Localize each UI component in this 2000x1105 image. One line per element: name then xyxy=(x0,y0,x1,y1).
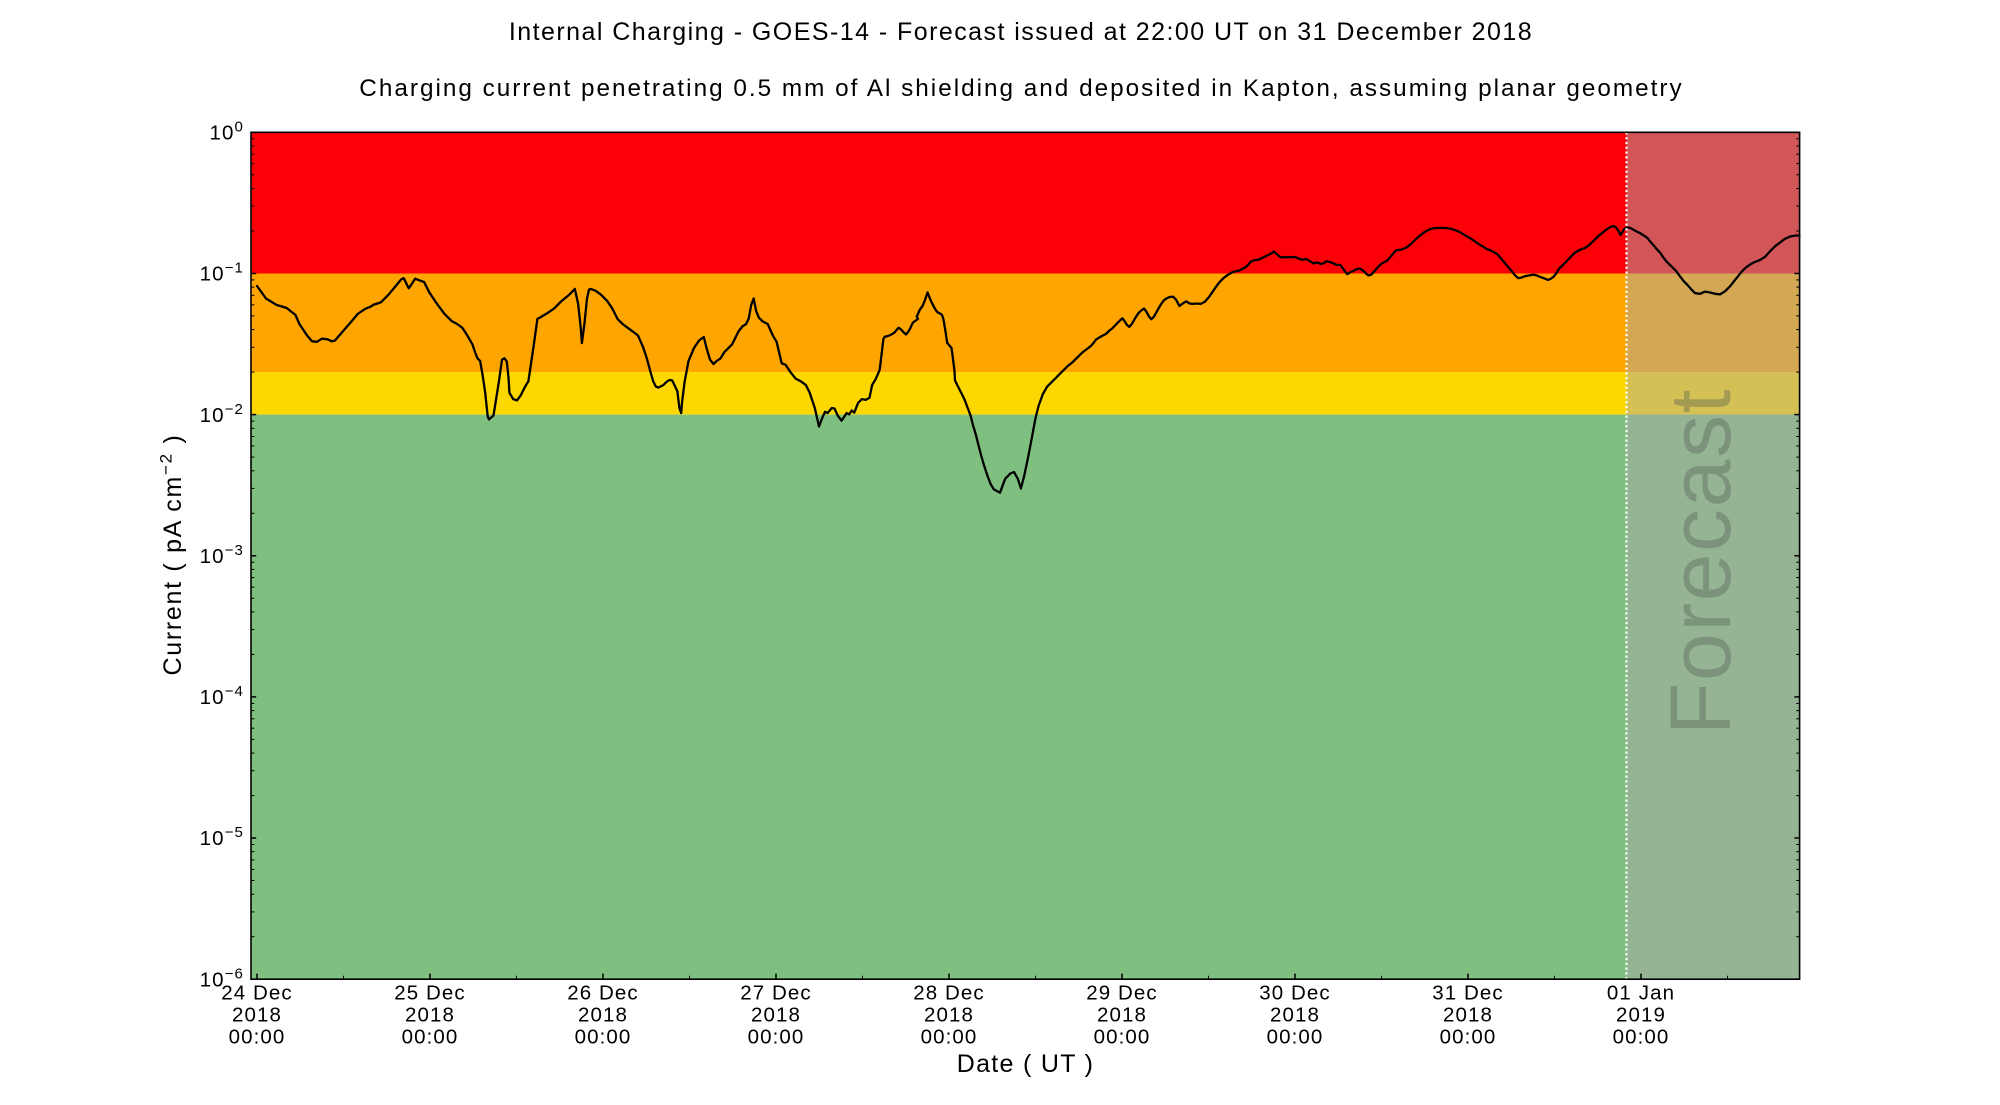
svg-text:31 Dec: 31 Dec xyxy=(1432,982,1504,1005)
svg-text:00:00: 00:00 xyxy=(229,1026,286,1049)
svg-text:2018: 2018 xyxy=(578,1004,628,1027)
svg-text:2019: 2019 xyxy=(1616,1004,1666,1027)
svg-text:00:00: 00:00 xyxy=(1613,1026,1670,1049)
svg-text:00:00: 00:00 xyxy=(402,1026,459,1049)
svg-text:2018: 2018 xyxy=(751,1004,801,1027)
svg-text:26 Dec: 26 Dec xyxy=(567,982,639,1005)
svg-text:01 Jan: 01 Jan xyxy=(1607,982,1675,1005)
svg-text:24 Dec: 24 Dec xyxy=(221,982,293,1005)
svg-text:2018: 2018 xyxy=(1097,1004,1147,1027)
svg-text:10−2: 10−2 xyxy=(200,401,244,427)
svg-text:Charging current penetrating 0: Charging current penetrating 0.5 mm of A… xyxy=(359,75,1683,102)
svg-text:2018: 2018 xyxy=(1270,1004,1320,1027)
svg-text:Date ( UT ): Date ( UT ) xyxy=(957,1050,1094,1078)
svg-text:00:00: 00:00 xyxy=(1094,1026,1151,1049)
svg-text:00:00: 00:00 xyxy=(575,1026,632,1049)
svg-text:2018: 2018 xyxy=(232,1004,282,1027)
svg-text:10−3: 10−3 xyxy=(200,542,244,568)
svg-text:00:00: 00:00 xyxy=(748,1026,805,1049)
svg-text:10−5: 10−5 xyxy=(200,824,244,850)
svg-text:Forecast: Forecast xyxy=(1653,388,1749,735)
svg-text:28 Dec: 28 Dec xyxy=(913,982,985,1005)
svg-text:Internal Charging - GOES-14 -: Internal Charging - GOES-14 - Forecast i… xyxy=(509,18,1533,46)
svg-text:00:00: 00:00 xyxy=(1267,1026,1324,1049)
svg-text:10−1: 10−1 xyxy=(200,260,244,286)
svg-text:27 Dec: 27 Dec xyxy=(740,982,812,1005)
svg-text:2018: 2018 xyxy=(405,1004,455,1027)
svg-text:25 Dec: 25 Dec xyxy=(394,982,466,1005)
svg-text:00:00: 00:00 xyxy=(1440,1026,1497,1049)
svg-text:29 Dec: 29 Dec xyxy=(1086,982,1158,1005)
svg-text:30 Dec: 30 Dec xyxy=(1259,982,1331,1005)
svg-text:00:00: 00:00 xyxy=(921,1026,978,1049)
svg-text:2018: 2018 xyxy=(1443,1004,1493,1027)
svg-text:2018: 2018 xyxy=(924,1004,974,1027)
